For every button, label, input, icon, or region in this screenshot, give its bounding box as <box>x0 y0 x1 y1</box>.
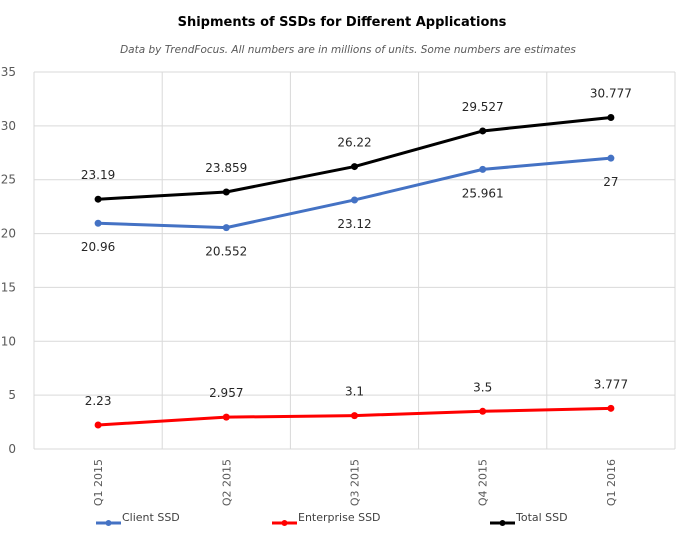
legend-label: Total SSD <box>515 511 568 524</box>
x-tick-label: Q1 2016 <box>605 459 618 506</box>
legend-label: Enterprise SSD <box>298 511 381 524</box>
data-label: 23.19 <box>81 168 115 182</box>
data-point <box>607 404 615 412</box>
data-point <box>94 219 102 227</box>
data-label: 25.961 <box>462 186 504 200</box>
legend-item: Total SSD <box>490 511 568 526</box>
data-point <box>351 163 358 171</box>
y-tick-label: 5 <box>8 388 16 402</box>
gridlines <box>33 71 676 450</box>
data-label: 29.527 <box>462 100 504 114</box>
data-point <box>222 224 230 232</box>
data-label: 2.957 <box>209 386 243 400</box>
data-label: 30.777 <box>590 86 632 100</box>
y-tick-label: 25 <box>1 173 16 187</box>
data-point <box>607 154 615 162</box>
data-point <box>94 195 102 203</box>
x-tick-label: Q1 2015 <box>92 459 105 506</box>
x-axis-ticks: Q1 2015 Q2 2015 Q3 2015 Q4 2015 Q1 2016 <box>92 459 618 506</box>
data-point <box>222 413 230 421</box>
y-tick-label: 15 <box>1 280 16 294</box>
data-point <box>222 188 230 196</box>
data-point <box>607 113 615 121</box>
data-point <box>94 421 102 429</box>
data-label: 20.552 <box>205 245 247 259</box>
data-point <box>351 412 358 420</box>
series-lines <box>94 113 615 429</box>
series-line-total-ssd <box>98 115 612 201</box>
y-axis-ticks: 0 5 10 15 20 25 30 35 <box>1 65 16 456</box>
legend-item: Client SSD <box>96 511 180 526</box>
legend-label: Client SSD <box>122 511 180 524</box>
x-tick-label: Q4 2015 <box>477 459 490 506</box>
y-tick-label: 30 <box>1 119 16 133</box>
chart-subtitle: Data by TrendFocus. All numbers are in m… <box>120 44 576 56</box>
y-tick-label: 35 <box>1 65 16 79</box>
data-label: 26.22 <box>337 136 371 150</box>
data-point <box>351 196 358 204</box>
data-label: 23.859 <box>205 161 247 175</box>
data-label: 3.5 <box>473 380 492 394</box>
x-tick-label: Q2 2015 <box>220 459 233 506</box>
x-tick-label: Q3 2015 <box>349 459 362 506</box>
data-label: 3.777 <box>594 377 628 391</box>
legend-marker-icon <box>105 520 112 526</box>
legend-item: Enterprise SSD <box>272 511 381 526</box>
data-point <box>479 165 487 173</box>
data-labels: 20.96 20.552 23.12 25.961 27 2.23 2.957 3.1 3.5 3… <box>81 86 632 407</box>
data-label: 23.12 <box>337 217 371 231</box>
data-label: 3.1 <box>345 385 364 399</box>
y-tick-label: 0 <box>8 442 16 456</box>
data-label: 2.23 <box>85 394 112 408</box>
data-label: 20.96 <box>81 240 115 254</box>
chart-title: Shipments of SSDs for Different Applicat… <box>178 15 507 30</box>
legend-marker-icon <box>499 520 506 526</box>
data-label: 27 <box>603 175 618 189</box>
data-point <box>479 127 487 135</box>
legend: Client SSD Enterprise SSD Total SSD <box>96 511 568 526</box>
legend-marker-icon <box>281 520 288 526</box>
y-tick-label: 10 <box>1 334 16 348</box>
y-tick-label: 20 <box>1 227 16 241</box>
data-point <box>479 407 487 415</box>
